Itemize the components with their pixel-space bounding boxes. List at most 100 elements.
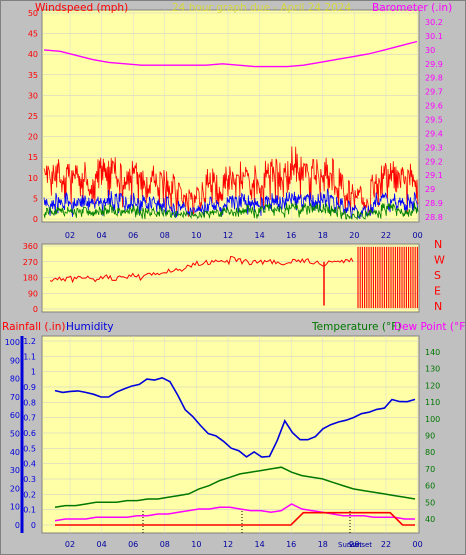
x-tick-label: 00	[413, 231, 423, 240]
x-tick-label: 14	[255, 540, 265, 549]
x-tick-label: 02	[65, 540, 75, 549]
x-tick-label: 18	[318, 231, 328, 240]
compass-label: N	[434, 300, 442, 313]
temp-tick-label: 100	[425, 415, 440, 424]
rainfall-series	[55, 511, 415, 526]
compass-label: S	[434, 269, 441, 282]
x-tick-label: 12	[223, 231, 233, 240]
temperature-series	[54, 466, 416, 509]
x-tick-label: 10	[191, 540, 201, 549]
wind-average-series	[43, 188, 419, 220]
temp-tick-label: 110	[425, 398, 440, 407]
rain-tick-label: 0.8	[23, 398, 36, 407]
rain-tick-label: 0.7	[23, 414, 36, 423]
x-tick-label: 14	[255, 231, 265, 240]
wind-low-series	[43, 202, 419, 221]
rain-tick-label: 0.1	[23, 506, 36, 515]
humidity-label: Humidity	[66, 321, 114, 333]
compass-label: N	[434, 238, 442, 251]
x-tick-label: 18	[318, 540, 328, 549]
direction-plot-area	[41, 243, 420, 313]
x-tick-label: 02	[65, 231, 75, 240]
y-tick-label: 25	[28, 112, 38, 121]
x-tick-label: 08	[160, 540, 170, 549]
wind-direction-series	[49, 255, 354, 284]
rain-tick-label: 0.3	[23, 475, 36, 484]
baro-tick-label: 30	[425, 46, 435, 55]
baro-tick-label: 30.2	[425, 18, 443, 27]
x-tick-label: 00	[413, 540, 423, 549]
x-tick-label: 20	[349, 540, 359, 549]
x-tick-label: 06	[128, 231, 138, 240]
y-tick-label: 35	[28, 71, 38, 80]
temp-tick-label: 120	[425, 381, 440, 390]
rain-tick-label: 1.2	[23, 337, 36, 346]
rain-tick-label: 0.4	[23, 460, 36, 469]
barometer-series	[43, 40, 418, 68]
rain-tick-label: 1	[31, 368, 36, 377]
compass-label: W	[434, 254, 445, 267]
dew-point-label: Dew Point (°F)	[394, 321, 466, 333]
baro-tick-label: 28.8	[425, 213, 443, 222]
y-tick-label: 45	[28, 30, 38, 39]
x-tick-label: 20	[349, 231, 359, 240]
rain-tick-label: 0.5	[23, 444, 36, 453]
humidity-tick-label: 40	[10, 448, 20, 457]
x-tick-label: 06	[128, 540, 138, 549]
temp-tick-label: 90	[425, 432, 435, 441]
humidity-tick-label: 20	[10, 484, 20, 493]
compass-label: E	[434, 285, 441, 298]
humidity-series	[54, 376, 416, 458]
rain-tick-label: 0.6	[23, 429, 36, 438]
windspeed-label: Windspeed (mph)	[35, 2, 129, 14]
rain-tick-label: 0.9	[23, 383, 36, 392]
temp-tick-label: 130	[425, 365, 440, 374]
rain-tick-label: 0	[31, 521, 36, 530]
humidity-tick-label: 80	[10, 375, 20, 384]
humidity-tick-label: 60	[10, 411, 20, 420]
barometer-label: Barometer (.in)	[372, 2, 453, 14]
x-tick-label: 10	[191, 231, 201, 240]
temp-tick-label: 140	[425, 348, 440, 357]
baro-tick-label: 29.2	[425, 157, 443, 166]
baro-tick-label: 29.3	[425, 143, 443, 152]
rain-tick-label: 1.1	[23, 352, 36, 361]
direction-tick-label: 270	[23, 258, 38, 267]
humidity-tick-label: 10	[10, 503, 20, 512]
temp-tick-label: 40	[425, 515, 435, 524]
humidity-tick-label: 50	[10, 430, 20, 439]
direction-tick-label: 0	[33, 305, 38, 314]
graph-title: 24 hour graph due - April 24 2024	[172, 2, 352, 14]
y-tick-label: 5	[33, 194, 38, 203]
baro-tick-label: 29.7	[425, 88, 443, 97]
rain-tick-label: 0.2	[23, 490, 36, 499]
humidity-tick-label: 70	[10, 393, 20, 402]
sunset-label: Sunset	[348, 541, 372, 549]
temperature-label: Temperature (°F)	[312, 321, 402, 333]
temp-tick-label: 50	[425, 498, 435, 507]
x-tick-label: 04	[97, 540, 107, 549]
direction-tick-label: 180	[23, 274, 38, 283]
y-tick-label: 40	[28, 50, 38, 59]
baro-tick-label: 29.9	[425, 60, 443, 69]
humidity-tick-label: 100	[5, 338, 20, 347]
humidity-tick-label: 90	[10, 356, 20, 365]
humidity-tick-label: 0	[15, 521, 20, 530]
temp-tick-label: 60	[425, 482, 435, 491]
humidity-plot-area	[41, 335, 420, 534]
baro-tick-label: 29.6	[425, 102, 443, 111]
dew-point-series	[54, 503, 415, 522]
baro-tick-label: 29.8	[425, 74, 443, 83]
x-tick-label: 16	[286, 540, 296, 549]
y-tick-label: 50	[28, 9, 38, 18]
y-tick-label: 0	[33, 215, 38, 224]
x-tick-label: 16	[286, 231, 296, 240]
y-tick-label: 10	[28, 174, 38, 183]
temp-tick-label: 80	[425, 448, 435, 457]
x-tick-label: 04	[97, 231, 107, 240]
y-tick-label: 15	[28, 153, 38, 162]
rainfall-label: Rainfall (.in)	[2, 321, 66, 333]
baro-tick-label: 29	[425, 185, 435, 194]
x-tick-label: 22	[381, 540, 391, 549]
